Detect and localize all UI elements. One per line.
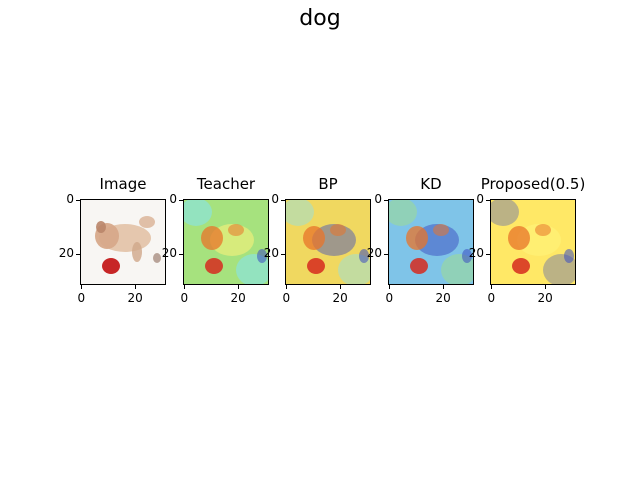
y-tick bbox=[179, 200, 183, 202]
subplot-title: Image bbox=[99, 175, 147, 193]
heat-hotspot bbox=[201, 226, 223, 250]
heat-hotspot bbox=[433, 224, 449, 236]
y-tick-label: 20 bbox=[263, 246, 279, 261]
y-tick-label: 20 bbox=[58, 246, 74, 261]
x-tick-label: 20 bbox=[537, 291, 553, 305]
heat-hotspot bbox=[508, 226, 530, 250]
y-tick-label: 0 bbox=[271, 192, 279, 207]
x-tick bbox=[340, 285, 342, 289]
subplot-title: Teacher bbox=[196, 175, 256, 193]
heat-region bbox=[389, 200, 417, 226]
y-tick bbox=[281, 254, 285, 256]
y-tick-label: 0 bbox=[169, 192, 177, 207]
heat-hotspot bbox=[512, 258, 530, 274]
heat-hotspot bbox=[228, 224, 244, 236]
heat-hotspot bbox=[303, 226, 325, 250]
subplot-title: Proposed(0.5) bbox=[480, 175, 586, 193]
y-tick bbox=[179, 254, 183, 256]
y-tick bbox=[486, 254, 490, 256]
y-tick bbox=[486, 200, 490, 202]
y-tick bbox=[76, 200, 80, 202]
x-tick-label: 0 bbox=[487, 291, 496, 305]
dog-paw bbox=[153, 253, 161, 263]
heat-region bbox=[286, 200, 314, 226]
x-tick bbox=[545, 285, 547, 289]
figure-title: dog bbox=[299, 6, 341, 31]
saliency-heatmap bbox=[388, 199, 474, 285]
x-tick-label: 20 bbox=[127, 291, 143, 305]
y-tick bbox=[384, 200, 388, 202]
y-tick bbox=[76, 254, 80, 256]
x-tick bbox=[443, 285, 445, 289]
x-tick bbox=[389, 285, 391, 289]
subplot-title: BP bbox=[318, 175, 338, 193]
heat-coldspot bbox=[359, 249, 369, 263]
y-tick-label: 20 bbox=[468, 246, 484, 261]
heat-coldspot bbox=[257, 249, 267, 263]
y-tick-label: 20 bbox=[366, 246, 382, 261]
heat-coldspot bbox=[564, 249, 574, 263]
heatmap-background bbox=[286, 200, 370, 284]
x-tick-label: 0 bbox=[180, 291, 189, 305]
saliency-heatmap bbox=[183, 199, 269, 285]
heat-coldspot bbox=[462, 249, 472, 263]
x-tick bbox=[286, 285, 288, 289]
subplot-title: KD bbox=[420, 175, 442, 193]
dog-ear bbox=[96, 221, 106, 233]
heat-hotspot bbox=[410, 258, 428, 274]
heat-hotspot bbox=[535, 224, 551, 236]
heat-hotspot bbox=[330, 224, 346, 236]
heat-hotspot bbox=[406, 226, 428, 250]
heat-hotspot bbox=[205, 258, 223, 274]
x-tick bbox=[81, 285, 83, 289]
heat-hotspot bbox=[307, 258, 325, 274]
x-tick-label: 0 bbox=[385, 291, 394, 305]
y-tick bbox=[384, 254, 388, 256]
x-tick-label: 20 bbox=[230, 291, 246, 305]
x-tick bbox=[491, 285, 493, 289]
y-tick-label: 0 bbox=[476, 192, 484, 207]
x-tick-label: 0 bbox=[282, 291, 291, 305]
x-tick-label: 0 bbox=[77, 291, 86, 305]
heat-region bbox=[491, 200, 519, 226]
saliency-heatmap bbox=[285, 199, 371, 285]
saliency-heatmap bbox=[490, 199, 576, 285]
y-tick-label: 0 bbox=[66, 192, 74, 207]
dog-image bbox=[80, 199, 166, 285]
y-tick bbox=[281, 200, 285, 202]
y-tick-label: 0 bbox=[374, 192, 382, 207]
dog-leg bbox=[132, 242, 142, 262]
x-tick bbox=[184, 285, 186, 289]
x-tick-label: 20 bbox=[435, 291, 451, 305]
x-tick-label: 20 bbox=[332, 291, 348, 305]
x-tick bbox=[238, 285, 240, 289]
red-ball bbox=[102, 258, 120, 274]
y-tick-label: 20 bbox=[161, 246, 177, 261]
x-tick bbox=[135, 285, 137, 289]
dog-tail bbox=[139, 216, 155, 228]
heat-region bbox=[184, 200, 212, 226]
